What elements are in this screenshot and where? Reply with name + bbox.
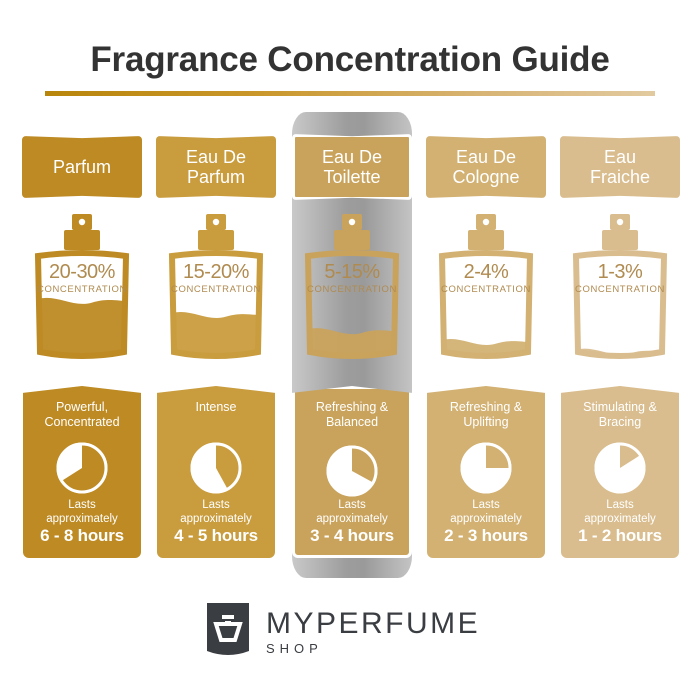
mood-text: Refreshing & Balanced bbox=[315, 400, 389, 429]
brand-name: MYPERFUME bbox=[266, 607, 481, 640]
duration-card-0[interactable]: Powerful, Concentrated Lasts approximately 6… bbox=[23, 386, 141, 558]
duration-pie-chart-4 bbox=[594, 442, 646, 494]
mood-text: Stimulating & Bracing bbox=[583, 400, 657, 429]
duration-pie-chart-3 bbox=[460, 442, 512, 494]
duration-card-3[interactable]: Refreshing & Uplifting Lasts approximately 2… bbox=[427, 386, 545, 558]
column-2: Eau De Toilette 5-15% CONCENTRATION Refreshi… bbox=[286, 0, 418, 700]
duration-card-4[interactable]: Stimulating & Bracing Lasts approximately 1 … bbox=[561, 386, 679, 558]
category-label-3: Eau De Cologne bbox=[426, 136, 546, 198]
category-label-plate-3[interactable]: Eau De Cologne bbox=[426, 136, 546, 198]
perfume-bottle-4 bbox=[558, 212, 682, 364]
category-label-2: Eau De Toilette bbox=[292, 134, 412, 200]
category-label-plate-2[interactable]: Eau De Toilette bbox=[292, 134, 412, 200]
duration-card-2[interactable]: Refreshing & Balanced Lasts approximately 3 … bbox=[292, 386, 412, 558]
perfume-bottle-1 bbox=[154, 212, 278, 364]
lasts-label: Lasts approximately bbox=[450, 499, 522, 525]
column-3: Eau De Cologne 2-4% CONCENTRATION Refreshing… bbox=[420, 0, 552, 700]
duration-hours: 4 - 5 hours bbox=[174, 526, 258, 545]
column-0: Parfum 20-30% CONCENTRATION Powerful, Concen… bbox=[16, 0, 148, 700]
mood-text: Intense bbox=[195, 400, 237, 414]
category-label-text: Parfum bbox=[52, 157, 112, 177]
page-title: Fragrance Concentration Guide bbox=[90, 40, 610, 79]
category-label-0: Parfum bbox=[22, 136, 142, 198]
perfume-bottle-logo-icon bbox=[205, 601, 251, 659]
duration-hours: 3 - 4 hours bbox=[310, 526, 394, 545]
category-label-4: Eau Fraiche bbox=[560, 136, 680, 198]
category-label-text: Eau De Toilette bbox=[321, 147, 383, 187]
column-1: Eau De Parfum 15-20% CONCENTRATION Intense La… bbox=[150, 0, 282, 700]
duration-pie-chart-2 bbox=[326, 445, 378, 497]
category-label-1: Eau De Parfum bbox=[156, 136, 276, 198]
mood-text: Refreshing & Uplifting bbox=[449, 400, 523, 429]
lasts-label: Lasts approximately bbox=[180, 499, 252, 525]
perfume-bottle-3 bbox=[424, 212, 548, 364]
column-4: Eau Fraiche 1-3% CONCENTRATION Stimulating &… bbox=[554, 0, 686, 700]
brand-subtitle: SHOP bbox=[266, 641, 323, 656]
mood-text: Powerful, Concentrated bbox=[44, 400, 120, 429]
duration-hours: 2 - 3 hours bbox=[444, 526, 528, 545]
duration-pie-chart-1 bbox=[190, 442, 242, 494]
duration-hours: 1 - 2 hours bbox=[578, 526, 662, 545]
category-label-plate-1[interactable]: Eau De Parfum bbox=[156, 136, 276, 198]
lasts-label: Lasts approximately bbox=[46, 499, 118, 525]
duration-hours: 6 - 8 hours bbox=[40, 526, 124, 545]
duration-pie-chart-0 bbox=[56, 442, 108, 494]
category-label-text: Eau De Cologne bbox=[452, 147, 520, 187]
category-label-text: Eau Fraiche bbox=[589, 147, 651, 187]
category-label-text: Eau De Parfum bbox=[185, 147, 247, 187]
brand-wordmark: MYPERFUME SHOP bbox=[266, 608, 480, 657]
perfume-bottle-0 bbox=[20, 212, 144, 364]
lasts-label: Lasts approximately bbox=[584, 499, 656, 525]
duration-card-1[interactable]: Intense Lasts approximately 4 - 5 hours bbox=[157, 386, 275, 558]
lasts-label: Lasts approximately bbox=[316, 499, 388, 525]
title-divider bbox=[45, 91, 655, 96]
perfume-bottle-2 bbox=[290, 212, 414, 364]
category-label-plate-4[interactable]: Eau Fraiche bbox=[560, 136, 680, 198]
category-label-plate-0[interactable]: Parfum bbox=[22, 136, 142, 198]
